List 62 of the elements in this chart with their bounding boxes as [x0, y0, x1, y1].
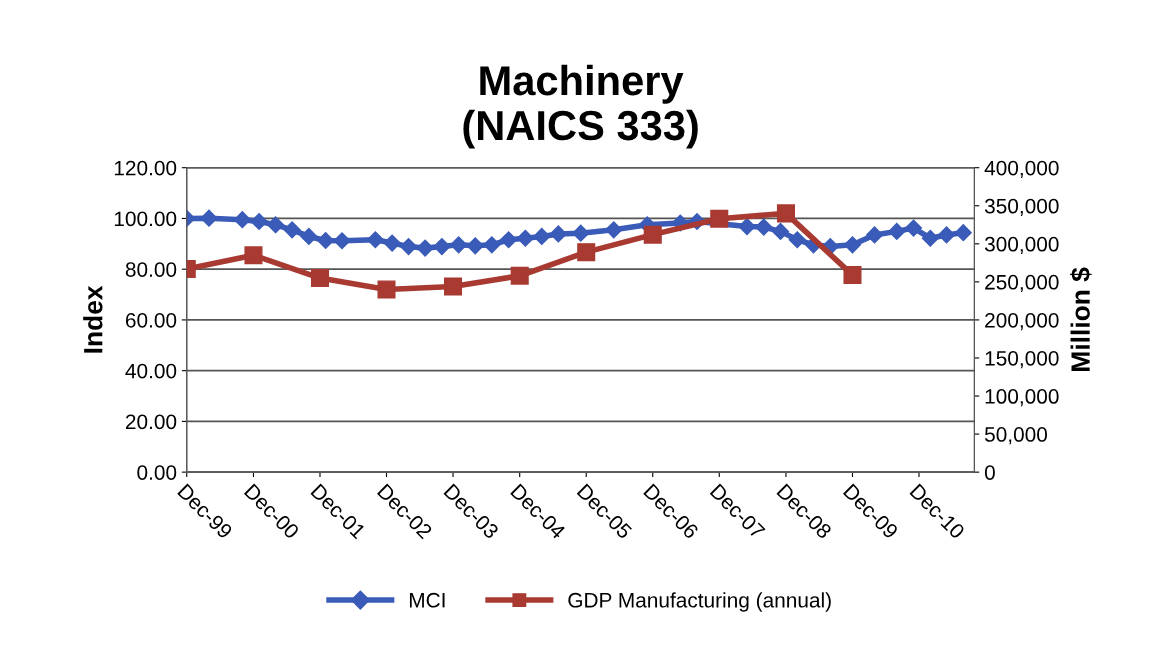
- y2-tick-label: 150,000: [985, 350, 1059, 369]
- y-tick-label: 20.00: [125, 414, 177, 430]
- y-tick-label: 120.00: [114, 160, 177, 176]
- chart-title: Machinery (NAICS 333): [463, 64, 698, 149]
- y2-tick-label: 300,000: [984, 236, 1059, 255]
- point: [888, 222, 906, 240]
- point: [572, 224, 590, 242]
- point: [643, 225, 662, 244]
- point: [776, 204, 795, 223]
- point: [788, 231, 806, 249]
- y-tick-label: 40.00: [125, 363, 177, 379]
- point: [843, 236, 862, 254]
- legend-label: GDP Manufacturing (annual): [568, 592, 831, 612]
- point: [738, 218, 756, 236]
- point: [416, 239, 434, 257]
- y-axis-title: Index: [83, 285, 103, 353]
- point: [605, 221, 623, 239]
- y2-tick-label: 400,000: [984, 160, 1059, 178]
- y2-axis-title: Million $: [1070, 267, 1092, 371]
- point: [433, 238, 451, 256]
- y2-tick-label: 100,000: [985, 389, 1059, 407]
- point: [244, 246, 263, 265]
- y-tick-label: 0.00: [137, 465, 177, 480]
- point: [300, 227, 318, 246]
- point: [516, 229, 534, 247]
- y2-tick-label: 250,000: [985, 274, 1059, 293]
- point: [937, 226, 956, 244]
- point: [266, 216, 285, 234]
- y-tick-label: 60.00: [125, 312, 177, 328]
- y2-tick-label: 50,000: [984, 427, 1048, 445]
- point: [366, 231, 384, 249]
- point: [843, 265, 862, 285]
- point: [549, 225, 567, 243]
- point: [865, 226, 884, 244]
- y-tick-label: 100.00: [114, 211, 177, 227]
- point: [250, 212, 268, 231]
- point: [443, 277, 463, 296]
- point: [200, 209, 218, 227]
- point: [533, 227, 551, 246]
- point: [921, 229, 939, 247]
- point: [954, 224, 972, 242]
- point: [377, 280, 396, 299]
- point: [333, 232, 351, 250]
- point: [283, 221, 301, 239]
- point: [755, 218, 773, 236]
- y2-tick-label: 0: [984, 465, 995, 480]
- legend-label: MCI: [409, 592, 445, 608]
- point: [710, 209, 729, 228]
- y-tick-label: 80.00: [125, 262, 177, 277]
- point: [466, 237, 484, 255]
- y2-tick-label: 200,000: [985, 312, 1059, 331]
- point: [383, 234, 401, 252]
- y2-tick-label: 350,000: [984, 198, 1059, 216]
- point: [450, 236, 468, 254]
- point: [483, 236, 501, 254]
- point: [310, 269, 330, 288]
- point: [577, 243, 596, 262]
- point: [500, 231, 518, 249]
- point: [510, 266, 529, 285]
- point: [771, 222, 790, 240]
- point: [904, 219, 923, 237]
- point: [399, 238, 418, 256]
